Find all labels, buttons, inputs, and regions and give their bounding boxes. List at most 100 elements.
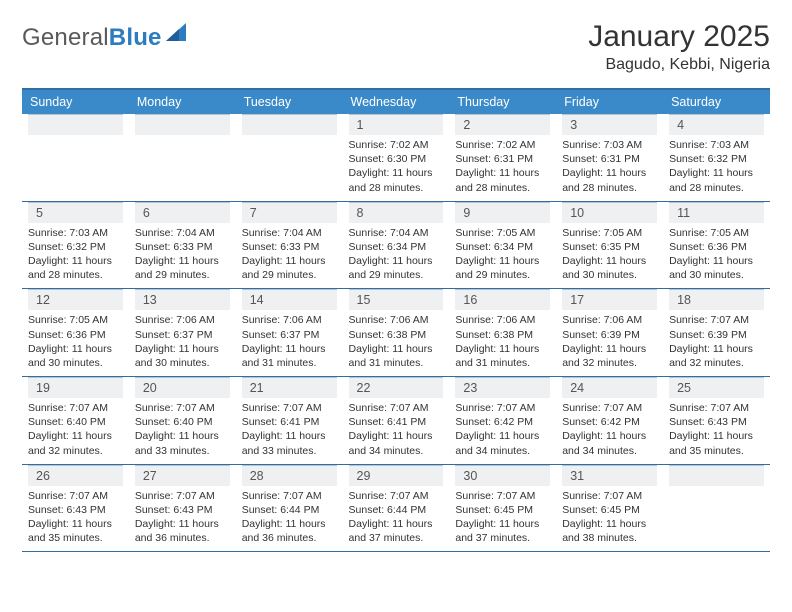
sunset-line: Sunset: 6:38 PM [455, 328, 550, 342]
sunset-line: Sunset: 6:42 PM [455, 415, 550, 429]
sunrise-line: Sunrise: 7:03 AM [28, 226, 123, 240]
sunrise-line: Sunrise: 7:07 AM [455, 401, 550, 415]
daylight-line: Daylight: 11 hours and 32 minutes. [562, 342, 657, 370]
calendar-body: 1Sunrise: 7:02 AMSunset: 6:30 PMDaylight… [22, 114, 770, 552]
day-number: 15 [349, 289, 444, 310]
daylight-line: Daylight: 11 hours and 34 minutes. [455, 429, 550, 457]
day-details [28, 135, 123, 138]
calendar-cell [22, 114, 129, 201]
calendar-cell: 4Sunrise: 7:03 AMSunset: 6:32 PMDaylight… [663, 114, 770, 201]
day-details: Sunrise: 7:04 AMSunset: 6:34 PMDaylight:… [349, 223, 444, 283]
daylight-line: Daylight: 11 hours and 29 minutes. [242, 254, 337, 282]
day-number: 10 [562, 202, 657, 223]
day-number: 3 [562, 114, 657, 135]
day-details: Sunrise: 7:05 AMSunset: 6:36 PMDaylight:… [28, 310, 123, 370]
sunrise-line: Sunrise: 7:07 AM [135, 489, 230, 503]
daylight-line: Daylight: 11 hours and 29 minutes. [349, 254, 444, 282]
daylight-line: Daylight: 11 hours and 30 minutes. [28, 342, 123, 370]
daylight-line: Daylight: 11 hours and 35 minutes. [669, 429, 764, 457]
sunrise-line: Sunrise: 7:05 AM [562, 226, 657, 240]
sunset-line: Sunset: 6:44 PM [242, 503, 337, 517]
sunrise-line: Sunrise: 7:05 AM [455, 226, 550, 240]
sunset-line: Sunset: 6:43 PM [135, 503, 230, 517]
day-number: 16 [455, 289, 550, 310]
weekday-header: Saturday [663, 89, 770, 114]
sunset-line: Sunset: 6:31 PM [562, 152, 657, 166]
calendar-cell: 16Sunrise: 7:06 AMSunset: 6:38 PMDayligh… [449, 289, 556, 377]
day-details [242, 135, 337, 138]
calendar-cell: 18Sunrise: 7:07 AMSunset: 6:39 PMDayligh… [663, 289, 770, 377]
day-details: Sunrise: 7:07 AMSunset: 6:40 PMDaylight:… [135, 398, 230, 458]
sunrise-line: Sunrise: 7:07 AM [28, 401, 123, 415]
weekday-header: Tuesday [236, 89, 343, 114]
calendar-cell: 6Sunrise: 7:04 AMSunset: 6:33 PMDaylight… [129, 201, 236, 289]
calendar-row: 1Sunrise: 7:02 AMSunset: 6:30 PMDaylight… [22, 114, 770, 201]
calendar-cell: 11Sunrise: 7:05 AMSunset: 6:36 PMDayligh… [663, 201, 770, 289]
daylight-line: Daylight: 11 hours and 29 minutes. [455, 254, 550, 282]
calendar-row: 26Sunrise: 7:07 AMSunset: 6:43 PMDayligh… [22, 464, 770, 552]
daylight-line: Daylight: 11 hours and 37 minutes. [455, 517, 550, 545]
day-number: 30 [455, 465, 550, 486]
sunset-line: Sunset: 6:38 PM [349, 328, 444, 342]
sunset-line: Sunset: 6:39 PM [562, 328, 657, 342]
calendar-cell: 31Sunrise: 7:07 AMSunset: 6:45 PMDayligh… [556, 464, 663, 552]
sunrise-line: Sunrise: 7:07 AM [242, 401, 337, 415]
daylight-line: Daylight: 11 hours and 28 minutes. [562, 166, 657, 194]
sunset-line: Sunset: 6:32 PM [28, 240, 123, 254]
sunrise-line: Sunrise: 7:07 AM [562, 489, 657, 503]
day-details: Sunrise: 7:07 AMSunset: 6:44 PMDaylight:… [349, 486, 444, 546]
daylight-line: Daylight: 11 hours and 30 minutes. [669, 254, 764, 282]
sunrise-line: Sunrise: 7:07 AM [135, 401, 230, 415]
calendar-row: 5Sunrise: 7:03 AMSunset: 6:32 PMDaylight… [22, 201, 770, 289]
sunset-line: Sunset: 6:33 PM [242, 240, 337, 254]
day-details: Sunrise: 7:07 AMSunset: 6:45 PMDaylight:… [562, 486, 657, 546]
calendar-row: 12Sunrise: 7:05 AMSunset: 6:36 PMDayligh… [22, 289, 770, 377]
day-number: 8 [349, 202, 444, 223]
sunset-line: Sunset: 6:31 PM [455, 152, 550, 166]
day-number: 14 [242, 289, 337, 310]
sunset-line: Sunset: 6:32 PM [669, 152, 764, 166]
sunrise-line: Sunrise: 7:02 AM [455, 138, 550, 152]
brand-name-a: General [22, 24, 109, 51]
brand-name-b: Blue [109, 24, 162, 51]
daylight-line: Daylight: 11 hours and 28 minutes. [455, 166, 550, 194]
weekday-header: Thursday [449, 89, 556, 114]
daylight-line: Daylight: 11 hours and 35 minutes. [28, 517, 123, 545]
day-number: 23 [455, 377, 550, 398]
calendar-cell: 15Sunrise: 7:06 AMSunset: 6:38 PMDayligh… [343, 289, 450, 377]
day-number: 13 [135, 289, 230, 310]
sunrise-line: Sunrise: 7:06 AM [455, 313, 550, 327]
day-number: 31 [562, 465, 657, 486]
day-details: Sunrise: 7:07 AMSunset: 6:39 PMDaylight:… [669, 310, 764, 370]
day-details: Sunrise: 7:06 AMSunset: 6:38 PMDaylight:… [349, 310, 444, 370]
day-number: 25 [669, 377, 764, 398]
day-details: Sunrise: 7:02 AMSunset: 6:30 PMDaylight:… [349, 135, 444, 195]
sunrise-line: Sunrise: 7:07 AM [455, 489, 550, 503]
day-details [135, 135, 230, 138]
weekday-header: Wednesday [343, 89, 450, 114]
sunset-line: Sunset: 6:34 PM [455, 240, 550, 254]
daylight-line: Daylight: 11 hours and 33 minutes. [135, 429, 230, 457]
daylight-line: Daylight: 11 hours and 28 minutes. [28, 254, 123, 282]
day-number: 21 [242, 377, 337, 398]
day-details: Sunrise: 7:03 AMSunset: 6:32 PMDaylight:… [28, 223, 123, 283]
daylight-line: Daylight: 11 hours and 34 minutes. [562, 429, 657, 457]
sunrise-line: Sunrise: 7:06 AM [562, 313, 657, 327]
day-details: Sunrise: 7:07 AMSunset: 6:43 PMDaylight:… [28, 486, 123, 546]
daylight-line: Daylight: 11 hours and 28 minutes. [669, 166, 764, 194]
sunrise-line: Sunrise: 7:05 AM [669, 226, 764, 240]
page-header: GeneralBlue January 2025 Bagudo, Kebbi, … [22, 20, 770, 74]
sunrise-line: Sunrise: 7:03 AM [669, 138, 764, 152]
location-subtitle: Bagudo, Kebbi, Nigeria [588, 56, 770, 74]
title-block: January 2025 Bagudo, Kebbi, Nigeria [588, 20, 770, 74]
sunset-line: Sunset: 6:41 PM [242, 415, 337, 429]
calendar-cell: 13Sunrise: 7:06 AMSunset: 6:37 PMDayligh… [129, 289, 236, 377]
calendar-cell: 20Sunrise: 7:07 AMSunset: 6:40 PMDayligh… [129, 377, 236, 465]
calendar-cell: 5Sunrise: 7:03 AMSunset: 6:32 PMDaylight… [22, 201, 129, 289]
day-number: 19 [28, 377, 123, 398]
day-number: 17 [562, 289, 657, 310]
calendar-cell [129, 114, 236, 201]
daylight-line: Daylight: 11 hours and 30 minutes. [135, 342, 230, 370]
weekday-header: Friday [556, 89, 663, 114]
daylight-line: Daylight: 11 hours and 29 minutes. [135, 254, 230, 282]
